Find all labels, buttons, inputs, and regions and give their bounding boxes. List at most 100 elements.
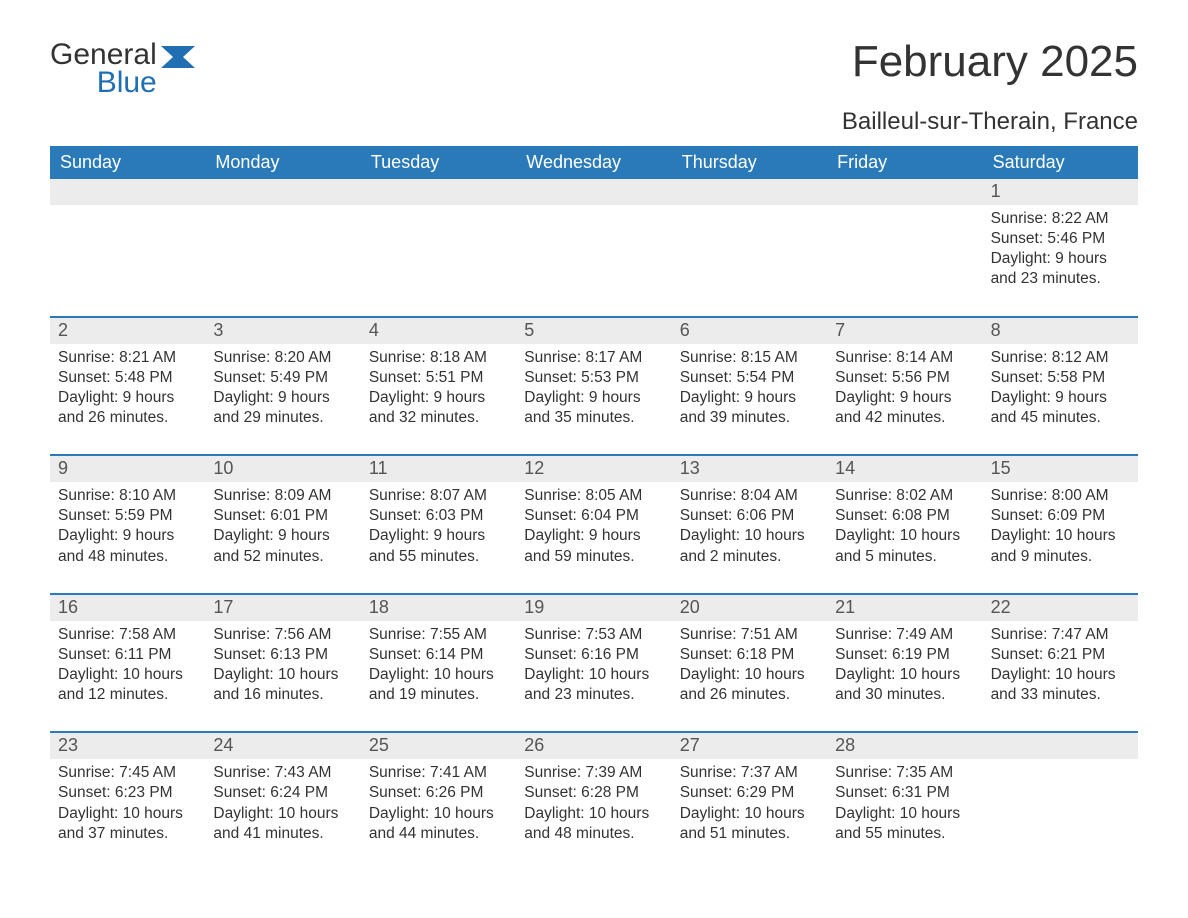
day-number	[50, 179, 205, 205]
sunset-text: Sunset: 5:59 PM	[58, 506, 197, 526]
sunrise-text: Sunrise: 8:14 AM	[835, 348, 974, 368]
day-body	[516, 205, 671, 300]
day-body: Sunrise: 8:18 AMSunset: 5:51 PMDaylight:…	[361, 344, 516, 455]
sunrise-text: Sunrise: 8:21 AM	[58, 348, 197, 368]
sunrise-text: Sunrise: 7:47 AM	[991, 625, 1130, 645]
daylight-text: Daylight: 10 hours and 23 minutes.	[524, 665, 663, 705]
daylight-text: Daylight: 9 hours and 26 minutes.	[58, 388, 197, 428]
day-body: Sunrise: 8:00 AMSunset: 6:09 PMDaylight:…	[983, 482, 1138, 593]
sunset-text: Sunset: 6:08 PM	[835, 506, 974, 526]
day-number: 20	[672, 595, 827, 621]
sunset-text: Sunset: 6:01 PM	[213, 506, 352, 526]
sunrise-text: Sunrise: 8:04 AM	[680, 486, 819, 506]
header-row: General Blue February 2025	[50, 40, 1138, 98]
weekday-label: Sunday	[50, 146, 205, 179]
day-body: Sunrise: 8:21 AMSunset: 5:48 PMDaylight:…	[50, 344, 205, 455]
sunset-text: Sunset: 6:26 PM	[369, 783, 508, 803]
day-cell	[983, 733, 1138, 870]
sunrise-text: Sunrise: 8:15 AM	[680, 348, 819, 368]
sunset-text: Sunset: 5:49 PM	[213, 368, 352, 388]
calendar: Sunday Monday Tuesday Wednesday Thursday…	[50, 146, 1138, 870]
daylight-text: Daylight: 10 hours and 9 minutes.	[991, 526, 1130, 566]
day-cell: 3Sunrise: 8:20 AMSunset: 5:49 PMDaylight…	[205, 318, 360, 455]
day-cell: 1Sunrise: 8:22 AMSunset: 5:46 PMDaylight…	[983, 179, 1138, 316]
sunset-text: Sunset: 6:04 PM	[524, 506, 663, 526]
day-cell: 27Sunrise: 7:37 AMSunset: 6:29 PMDayligh…	[672, 733, 827, 870]
sunset-text: Sunset: 6:11 PM	[58, 645, 197, 665]
day-body: Sunrise: 8:05 AMSunset: 6:04 PMDaylight:…	[516, 482, 671, 593]
day-body: Sunrise: 7:56 AMSunset: 6:13 PMDaylight:…	[205, 621, 360, 732]
sunset-text: Sunset: 6:06 PM	[680, 506, 819, 526]
day-body: Sunrise: 8:15 AMSunset: 5:54 PMDaylight:…	[672, 344, 827, 455]
day-body: Sunrise: 7:47 AMSunset: 6:21 PMDaylight:…	[983, 621, 1138, 732]
sunset-text: Sunset: 5:56 PM	[835, 368, 974, 388]
daylight-text: Daylight: 10 hours and 33 minutes.	[991, 665, 1130, 705]
day-body: Sunrise: 8:12 AMSunset: 5:58 PMDaylight:…	[983, 344, 1138, 455]
sunrise-text: Sunrise: 8:20 AM	[213, 348, 352, 368]
day-cell	[827, 179, 982, 316]
day-number	[827, 179, 982, 205]
day-body	[672, 205, 827, 300]
day-body: Sunrise: 7:35 AMSunset: 6:31 PMDaylight:…	[827, 759, 982, 870]
day-number: 12	[516, 456, 671, 482]
day-number: 15	[983, 456, 1138, 482]
sunset-text: Sunset: 6:13 PM	[213, 645, 352, 665]
day-body	[983, 759, 1138, 854]
day-cell: 11Sunrise: 8:07 AMSunset: 6:03 PMDayligh…	[361, 456, 516, 593]
day-cell: 28Sunrise: 7:35 AMSunset: 6:31 PMDayligh…	[827, 733, 982, 870]
sunrise-text: Sunrise: 7:43 AM	[213, 763, 352, 783]
day-number: 1	[983, 179, 1138, 205]
day-body: Sunrise: 8:09 AMSunset: 6:01 PMDaylight:…	[205, 482, 360, 593]
day-body: Sunrise: 7:55 AMSunset: 6:14 PMDaylight:…	[361, 621, 516, 732]
sunrise-text: Sunrise: 8:18 AM	[369, 348, 508, 368]
sunset-text: Sunset: 6:24 PM	[213, 783, 352, 803]
sunset-text: Sunset: 6:23 PM	[58, 783, 197, 803]
day-body: Sunrise: 7:58 AMSunset: 6:11 PMDaylight:…	[50, 621, 205, 732]
day-body: Sunrise: 8:14 AMSunset: 5:56 PMDaylight:…	[827, 344, 982, 455]
day-cell: 14Sunrise: 8:02 AMSunset: 6:08 PMDayligh…	[827, 456, 982, 593]
day-cell: 9Sunrise: 8:10 AMSunset: 5:59 PMDaylight…	[50, 456, 205, 593]
day-body: Sunrise: 8:22 AMSunset: 5:46 PMDaylight:…	[983, 205, 1138, 316]
day-body: Sunrise: 7:45 AMSunset: 6:23 PMDaylight:…	[50, 759, 205, 870]
day-cell: 2Sunrise: 8:21 AMSunset: 5:48 PMDaylight…	[50, 318, 205, 455]
day-body	[361, 205, 516, 300]
weeks-container: 1Sunrise: 8:22 AMSunset: 5:46 PMDaylight…	[50, 179, 1138, 870]
location-subtitle: Bailleul-sur-Therain, France	[50, 108, 1138, 136]
day-number: 21	[827, 595, 982, 621]
day-cell: 10Sunrise: 8:09 AMSunset: 6:01 PMDayligh…	[205, 456, 360, 593]
sunrise-text: Sunrise: 8:09 AM	[213, 486, 352, 506]
daylight-text: Daylight: 9 hours and 35 minutes.	[524, 388, 663, 428]
day-body	[50, 205, 205, 300]
day-body	[205, 205, 360, 300]
day-number: 27	[672, 733, 827, 759]
day-cell: 13Sunrise: 8:04 AMSunset: 6:06 PMDayligh…	[672, 456, 827, 593]
day-number: 8	[983, 318, 1138, 344]
sunrise-text: Sunrise: 8:07 AM	[369, 486, 508, 506]
sunset-text: Sunset: 5:51 PM	[369, 368, 508, 388]
daylight-text: Daylight: 10 hours and 16 minutes.	[213, 665, 352, 705]
sunset-text: Sunset: 6:16 PM	[524, 645, 663, 665]
day-number: 4	[361, 318, 516, 344]
day-number: 16	[50, 595, 205, 621]
day-cell: 18Sunrise: 7:55 AMSunset: 6:14 PMDayligh…	[361, 595, 516, 732]
day-body: Sunrise: 7:43 AMSunset: 6:24 PMDaylight:…	[205, 759, 360, 870]
daylight-text: Daylight: 9 hours and 52 minutes.	[213, 526, 352, 566]
brand-logo: General Blue	[50, 40, 195, 98]
daylight-text: Daylight: 10 hours and 2 minutes.	[680, 526, 819, 566]
day-cell	[50, 179, 205, 316]
daylight-text: Daylight: 10 hours and 5 minutes.	[835, 526, 974, 566]
sunrise-text: Sunrise: 7:41 AM	[369, 763, 508, 783]
sunrise-text: Sunrise: 7:51 AM	[680, 625, 819, 645]
day-number: 11	[361, 456, 516, 482]
day-cell: 22Sunrise: 7:47 AMSunset: 6:21 PMDayligh…	[983, 595, 1138, 732]
day-cell: 20Sunrise: 7:51 AMSunset: 6:18 PMDayligh…	[672, 595, 827, 732]
sunrise-text: Sunrise: 7:56 AM	[213, 625, 352, 645]
day-number: 28	[827, 733, 982, 759]
sunrise-text: Sunrise: 7:45 AM	[58, 763, 197, 783]
daylight-text: Daylight: 9 hours and 55 minutes.	[369, 526, 508, 566]
day-number: 22	[983, 595, 1138, 621]
daylight-text: Daylight: 10 hours and 44 minutes.	[369, 804, 508, 844]
daylight-text: Daylight: 10 hours and 26 minutes.	[680, 665, 819, 705]
day-cell: 12Sunrise: 8:05 AMSunset: 6:04 PMDayligh…	[516, 456, 671, 593]
day-cell: 17Sunrise: 7:56 AMSunset: 6:13 PMDayligh…	[205, 595, 360, 732]
